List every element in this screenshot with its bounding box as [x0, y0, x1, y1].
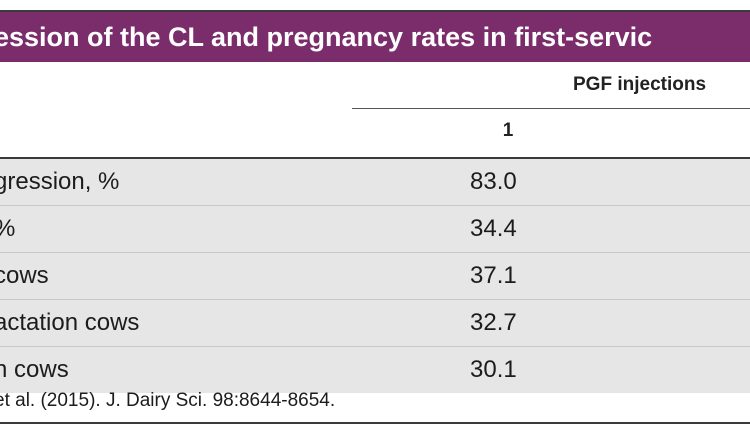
row-label: actation cows [0, 309, 140, 336]
row-divider [0, 346, 750, 347]
row-label: n cows [0, 356, 69, 383]
row-divider [0, 252, 750, 253]
row-label: cows [0, 262, 49, 289]
row-value: 30.1 [470, 356, 517, 383]
table-row: n cows 30.1 [0, 347, 750, 393]
header-divider [0, 157, 750, 159]
table-title: ession of the CL and pregnancy rates in … [0, 22, 653, 52]
row-value: 37.1 [470, 262, 517, 289]
row-divider [0, 205, 750, 206]
column-group-label: PGF injections [573, 74, 707, 95]
row-value: 83.0 [470, 168, 517, 195]
row-label: gression, % [0, 168, 120, 195]
table-row: actation cows 32.7 [0, 300, 750, 346]
row-label: % [0, 206, 15, 252]
column-header-1: 1 [502, 120, 514, 141]
row-value: 34.4 [470, 215, 517, 242]
data-table: ession of the CL and pregnancy rates in … [0, 10, 750, 424]
column-group-rule [352, 108, 750, 109]
table-header: PGF injections 1 [0, 62, 750, 162]
row-divider [0, 299, 750, 300]
table-title-bar: ession of the CL and pregnancy rates in … [0, 12, 750, 62]
row-value: 32.7 [470, 309, 517, 336]
table-footnote: et al. (2015). J. Dairy Sci. 98:8644-865… [0, 390, 336, 411]
table-row: cows 37.1 [0, 253, 750, 299]
table-row: gression, % 83.0 [0, 159, 750, 205]
table-row: % 34.4 [0, 206, 750, 252]
